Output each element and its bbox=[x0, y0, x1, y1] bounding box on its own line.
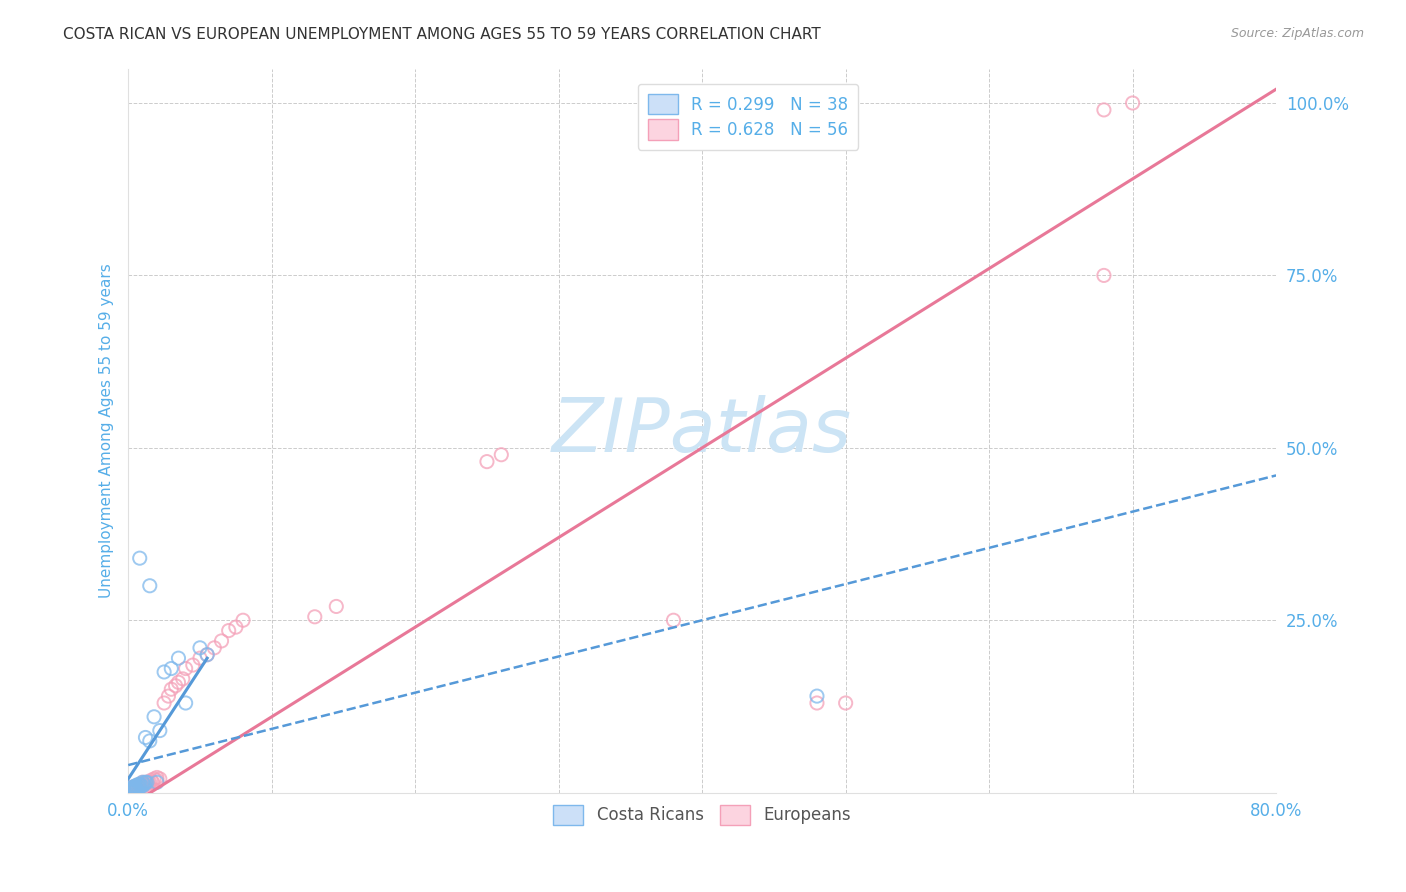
Point bbox=[122, 782, 145, 797]
Point bbox=[121, 783, 143, 797]
Point bbox=[128, 780, 150, 794]
Point bbox=[146, 771, 169, 785]
Point bbox=[141, 773, 163, 788]
Point bbox=[160, 661, 183, 675]
Point bbox=[131, 780, 153, 794]
Point bbox=[172, 672, 194, 686]
Point bbox=[325, 599, 347, 614]
Point bbox=[120, 781, 142, 796]
Point bbox=[165, 679, 187, 693]
Point bbox=[202, 640, 225, 655]
Point bbox=[128, 551, 150, 566]
Point bbox=[128, 780, 150, 794]
Point bbox=[120, 781, 142, 796]
Point bbox=[134, 775, 156, 789]
Point bbox=[127, 780, 149, 794]
Point bbox=[131, 775, 153, 789]
Point bbox=[128, 777, 150, 791]
Point bbox=[125, 779, 148, 793]
Point bbox=[806, 696, 828, 710]
Point bbox=[662, 613, 685, 627]
Point bbox=[134, 731, 156, 745]
Point bbox=[132, 777, 155, 791]
Point bbox=[120, 783, 142, 797]
Point bbox=[127, 779, 149, 793]
Point bbox=[1122, 95, 1144, 110]
Point bbox=[124, 783, 146, 797]
Point bbox=[122, 782, 145, 797]
Point bbox=[160, 682, 183, 697]
Point bbox=[232, 613, 254, 627]
Point bbox=[121, 780, 143, 794]
Point bbox=[124, 783, 146, 797]
Point bbox=[195, 648, 218, 662]
Point bbox=[157, 689, 180, 703]
Point bbox=[167, 675, 190, 690]
Y-axis label: Unemployment Among Ages 55 to 59 years: Unemployment Among Ages 55 to 59 years bbox=[100, 263, 114, 598]
Point bbox=[129, 777, 152, 791]
Point bbox=[195, 648, 218, 662]
Point bbox=[174, 661, 197, 675]
Point bbox=[131, 779, 153, 793]
Point bbox=[127, 777, 149, 791]
Point bbox=[142, 775, 165, 789]
Point bbox=[149, 723, 172, 738]
Point bbox=[132, 777, 155, 791]
Point bbox=[121, 783, 143, 797]
Point bbox=[124, 780, 146, 795]
Point bbox=[218, 624, 240, 638]
Point bbox=[188, 640, 211, 655]
Point bbox=[834, 696, 856, 710]
Point bbox=[121, 781, 143, 796]
Point bbox=[125, 781, 148, 796]
Point bbox=[174, 696, 197, 710]
Point bbox=[131, 775, 153, 789]
Text: ZIPatlas: ZIPatlas bbox=[553, 394, 852, 467]
Point bbox=[122, 780, 145, 794]
Point bbox=[135, 777, 157, 791]
Point bbox=[118, 784, 141, 798]
Point bbox=[124, 780, 146, 794]
Point bbox=[134, 775, 156, 789]
Text: Source: ZipAtlas.com: Source: ZipAtlas.com bbox=[1230, 27, 1364, 40]
Point bbox=[118, 782, 141, 797]
Point bbox=[139, 775, 162, 789]
Point bbox=[304, 609, 326, 624]
Point bbox=[143, 710, 166, 724]
Point bbox=[127, 781, 149, 796]
Point bbox=[475, 455, 498, 469]
Point bbox=[1092, 268, 1115, 283]
Point bbox=[225, 620, 247, 634]
Point bbox=[167, 651, 190, 665]
Text: COSTA RICAN VS EUROPEAN UNEMPLOYMENT AMONG AGES 55 TO 59 YEARS CORRELATION CHART: COSTA RICAN VS EUROPEAN UNEMPLOYMENT AMO… bbox=[63, 27, 821, 42]
Point bbox=[181, 658, 204, 673]
Point bbox=[491, 448, 513, 462]
Point bbox=[1092, 103, 1115, 117]
Point bbox=[121, 780, 143, 794]
Point bbox=[125, 781, 148, 796]
Point bbox=[153, 696, 176, 710]
Point bbox=[128, 777, 150, 791]
Point bbox=[122, 780, 145, 794]
Point bbox=[188, 651, 211, 665]
Point bbox=[135, 775, 157, 789]
Point bbox=[120, 783, 142, 797]
Point bbox=[118, 782, 141, 797]
Point bbox=[139, 734, 162, 748]
Point bbox=[211, 634, 233, 648]
Legend: Costa Ricans, Europeans: Costa Ricans, Europeans bbox=[543, 795, 860, 835]
Point bbox=[153, 665, 176, 679]
Point bbox=[125, 779, 148, 793]
Point bbox=[146, 773, 169, 788]
Point bbox=[138, 775, 160, 789]
Point bbox=[149, 772, 172, 786]
Point bbox=[118, 784, 141, 798]
Point bbox=[139, 579, 162, 593]
Point bbox=[806, 689, 828, 703]
Point bbox=[129, 780, 152, 794]
Point bbox=[146, 775, 169, 789]
Point bbox=[124, 779, 146, 793]
Point bbox=[129, 779, 152, 793]
Point bbox=[143, 772, 166, 786]
